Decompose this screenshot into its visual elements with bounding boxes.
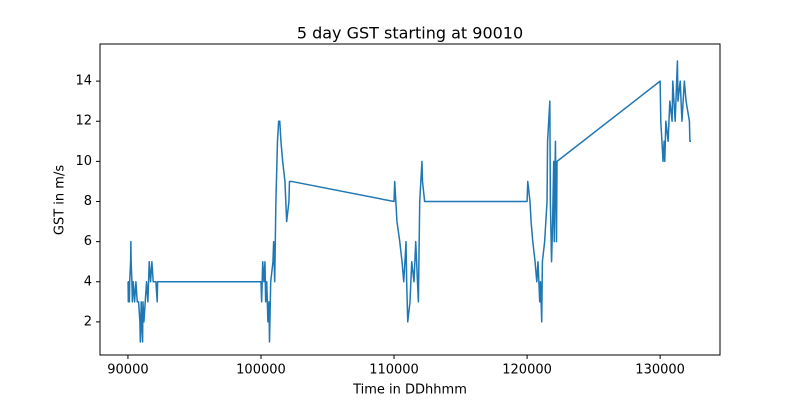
y-tick-label: 6 — [84, 234, 92, 249]
x-axis-label: Time in DDhhmm — [352, 383, 467, 398]
x-tick-label: 120000 — [502, 363, 552, 378]
y-tick-label: 14 — [75, 74, 92, 89]
x-tick-label: 130000 — [635, 363, 685, 378]
y-tick-label: 2 — [84, 314, 92, 329]
chart-title: 5 day GST starting at 90010 — [297, 24, 523, 43]
x-tick-label: 90000 — [107, 363, 148, 378]
y-axis-label: GST in m/s — [53, 165, 68, 235]
x-tick-label: 110000 — [369, 363, 419, 378]
x-tick-label: 100000 — [236, 363, 286, 378]
y-tick-label: 10 — [75, 154, 92, 169]
y-tick-label: 12 — [75, 114, 92, 129]
plot-frame — [99, 43, 721, 356]
data-line — [127, 60, 691, 343]
y-tick-label: 4 — [84, 274, 92, 289]
y-tick-label: 8 — [84, 194, 92, 209]
